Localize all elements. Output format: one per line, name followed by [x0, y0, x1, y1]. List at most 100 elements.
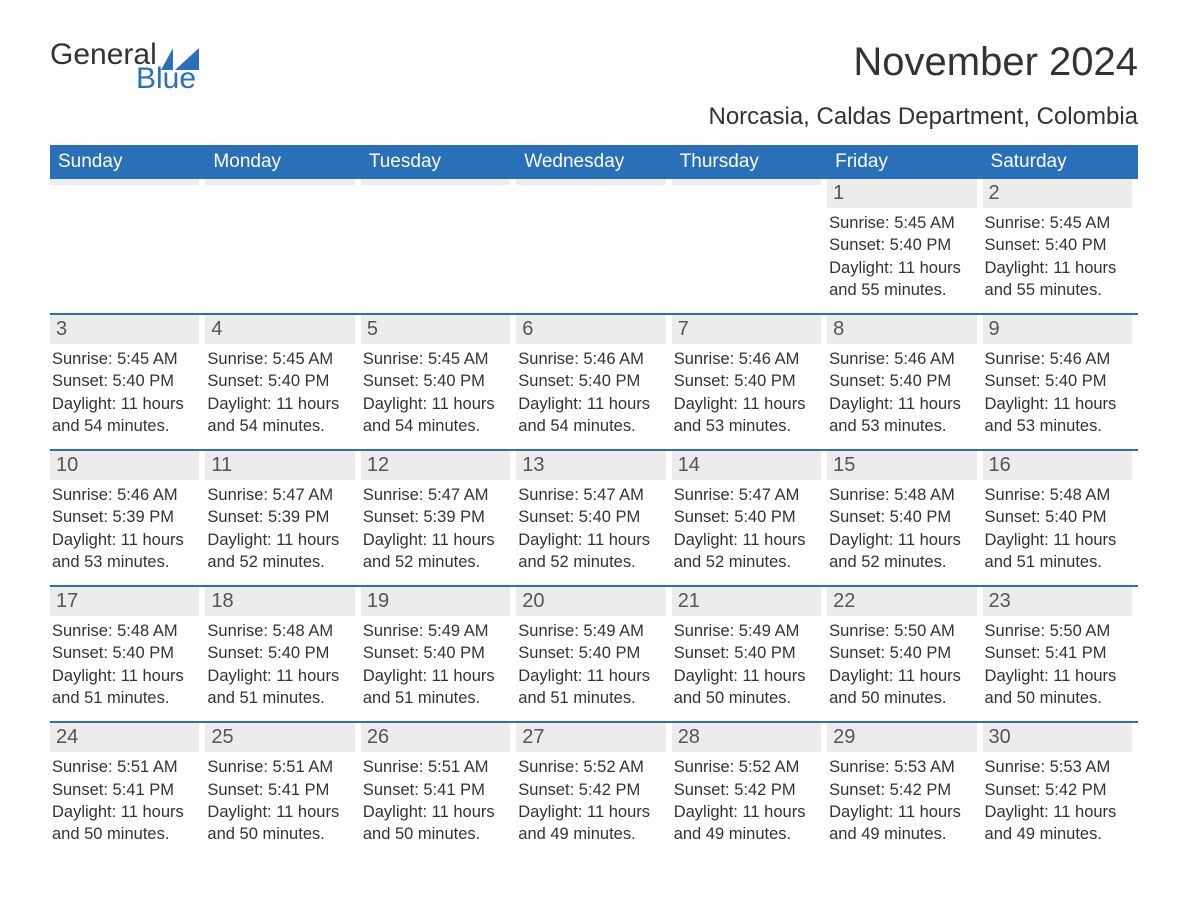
day-daylight2: and 54 minutes. — [518, 415, 663, 437]
day-daylight2: and 53 minutes. — [674, 415, 819, 437]
day-number-row: 25 — [205, 723, 354, 752]
weekday-cell: Monday — [205, 145, 360, 179]
day-daylight2: and 52 minutes. — [363, 551, 508, 573]
day-daylight1: Daylight: 11 hours — [52, 801, 197, 823]
day-sunset: Sunset: 5:40 PM — [985, 370, 1130, 392]
day-daylight2: and 50 minutes. — [674, 687, 819, 709]
day-body: Sunrise: 5:53 AMSunset: 5:42 PMDaylight:… — [827, 752, 976, 845]
day-number-row — [361, 179, 510, 185]
day-body: Sunrise: 5:51 AMSunset: 5:41 PMDaylight:… — [361, 752, 510, 845]
day-sunset: Sunset: 5:42 PM — [674, 779, 819, 801]
day-sunrise: Sunrise: 5:46 AM — [52, 484, 197, 506]
day-number-row: 11 — [205, 451, 354, 480]
day-number-row: 21 — [672, 587, 821, 616]
day-sunset: Sunset: 5:40 PM — [207, 370, 352, 392]
day-daylight2: and 55 minutes. — [829, 279, 974, 301]
day-number-row: 6 — [516, 315, 665, 344]
day-sunset: Sunset: 5:40 PM — [52, 370, 197, 392]
day-number: 26 — [367, 726, 389, 748]
day-number-row: 17 — [50, 587, 199, 616]
weekday-cell: Friday — [827, 145, 982, 179]
day-body: Sunrise: 5:45 AMSunset: 5:40 PMDaylight:… — [205, 344, 354, 437]
day-body: Sunrise: 5:48 AMSunset: 5:40 PMDaylight:… — [50, 616, 199, 709]
day-sunrise: Sunrise: 5:46 AM — [985, 348, 1130, 370]
day-sunrise: Sunrise: 5:51 AM — [207, 756, 352, 778]
day-cell: 1Sunrise: 5:45 AMSunset: 5:40 PMDaylight… — [827, 179, 982, 301]
day-daylight2: and 52 minutes. — [207, 551, 352, 573]
day-sunrise: Sunrise: 5:46 AM — [829, 348, 974, 370]
day-sunrise: Sunrise: 5:46 AM — [518, 348, 663, 370]
day-daylight2: and 51 minutes. — [52, 687, 197, 709]
day-number-row: 20 — [516, 587, 665, 616]
day-number-row — [672, 179, 821, 185]
day-body: Sunrise: 5:47 AMSunset: 5:40 PMDaylight:… — [516, 480, 665, 573]
day-sunset: Sunset: 5:42 PM — [829, 779, 974, 801]
day-sunset: Sunset: 5:40 PM — [985, 234, 1130, 256]
day-sunrise: Sunrise: 5:47 AM — [363, 484, 508, 506]
day-cell: 26 Sunrise: 5:51 AMSunset: 5:41 PMDayligh… — [361, 723, 516, 845]
calendar: Sunday Monday Tuesday Wednesday Thursday… — [50, 145, 1138, 845]
day-body: Sunrise: 5:49 AMSunset: 5:40 PMDaylight:… — [516, 616, 665, 709]
title-block: November 2024 Norcasia, Caldas Departmen… — [708, 40, 1138, 131]
day-daylight1: Daylight: 11 hours — [518, 665, 663, 687]
day-body: Sunrise: 5:46 AMSunset: 5:40 PMDaylight:… — [983, 344, 1132, 437]
day-number: 28 — [678, 726, 700, 748]
day-daylight2: and 54 minutes. — [207, 415, 352, 437]
day-number: 10 — [56, 454, 78, 476]
day-number: 30 — [989, 726, 1011, 748]
day-daylight1: Daylight: 11 hours — [363, 393, 508, 415]
day-cell: 2Sunrise: 5:45 AMSunset: 5:40 PMDaylight… — [983, 179, 1138, 301]
day-body: Sunrise: 5:45 AMSunset: 5:40 PMDaylight:… — [983, 208, 1132, 301]
day-daylight1: Daylight: 11 hours — [674, 393, 819, 415]
day-sunset: Sunset: 5:41 PM — [985, 642, 1130, 664]
day-number: 4 — [211, 318, 222, 340]
day-daylight1: Daylight: 11 hours — [829, 801, 974, 823]
day-sunset: Sunset: 5:40 PM — [829, 370, 974, 392]
day-number-row: 10 — [50, 451, 199, 480]
day-cell: 17Sunrise: 5:48 AMSunset: 5:40 PMDayligh… — [50, 587, 205, 709]
day-body: Sunrise: 5:50 AMSunset: 5:40 PMDaylight:… — [827, 616, 976, 709]
day-body: Sunrise: 5:53 AMSunset: 5:42 PMDaylight:… — [983, 752, 1132, 845]
day-number-row: 14 — [672, 451, 821, 480]
day-daylight1: Daylight: 11 hours — [985, 529, 1130, 551]
day-cell — [516, 179, 671, 301]
brand-logo: General Blue — [50, 40, 199, 94]
day-daylight1: Daylight: 11 hours — [52, 529, 197, 551]
day-number-row: 26 — [361, 723, 510, 752]
day-cell: 3Sunrise: 5:45 AMSunset: 5:40 PMDaylight… — [50, 315, 205, 437]
day-sunrise: Sunrise: 5:52 AM — [674, 756, 819, 778]
day-cell: 21 Sunrise: 5:49 AMSunset: 5:40 PMDayligh… — [672, 587, 827, 709]
day-sunrise: Sunrise: 5:49 AM — [518, 620, 663, 642]
day-number: 15 — [833, 454, 855, 476]
day-sunrise: Sunrise: 5:48 AM — [985, 484, 1130, 506]
day-number-row: 27 — [516, 723, 665, 752]
day-body: Sunrise: 5:47 AMSunset: 5:40 PMDaylight:… — [672, 480, 821, 573]
day-sunrise: Sunrise: 5:47 AM — [674, 484, 819, 506]
day-cell: 25Sunrise: 5:51 AMSunset: 5:41 PMDayligh… — [205, 723, 360, 845]
header: General Blue November 2024 Norcasia, Cal… — [50, 40, 1138, 131]
location-subtitle: Norcasia, Caldas Department, Colombia — [708, 103, 1138, 131]
day-number: 22 — [833, 590, 855, 612]
day-body: Sunrise: 5:49 AMSunset: 5:40 PMDaylight:… — [672, 616, 821, 709]
day-daylight1: Daylight: 11 hours — [518, 393, 663, 415]
day-number: 11 — [211, 454, 232, 476]
day-cell: 19Sunrise: 5:49 AMSunset: 5:40 PMDayligh… — [361, 587, 516, 709]
day-number-row: 4 — [205, 315, 354, 344]
brand-blue-text: Blue — [136, 64, 199, 94]
weekday-cell: Saturday — [983, 145, 1138, 179]
day-number: 21 — [678, 590, 700, 612]
day-cell: 10Sunrise: 5:46 AMSunset: 5:39 PMDayligh… — [50, 451, 205, 573]
day-number: 12 — [367, 454, 389, 476]
day-sunset: Sunset: 5:40 PM — [363, 370, 508, 392]
day-daylight1: Daylight: 11 hours — [829, 257, 974, 279]
day-number-row — [205, 179, 354, 185]
day-cell: 18Sunrise: 5:48 AMSunset: 5:40 PMDayligh… — [205, 587, 360, 709]
day-sunrise: Sunrise: 5:45 AM — [363, 348, 508, 370]
day-body: Sunrise: 5:46 AMSunset: 5:40 PMDaylight:… — [516, 344, 665, 437]
day-sunrise: Sunrise: 5:52 AM — [518, 756, 663, 778]
day-sunrise: Sunrise: 5:51 AM — [363, 756, 508, 778]
day-daylight2: and 49 minutes. — [985, 823, 1130, 845]
day-cell: 12Sunrise: 5:47 AMSunset: 5:39 PMDayligh… — [361, 451, 516, 573]
day-number-row: 22 — [827, 587, 976, 616]
day-daylight1: Daylight: 11 hours — [829, 393, 974, 415]
